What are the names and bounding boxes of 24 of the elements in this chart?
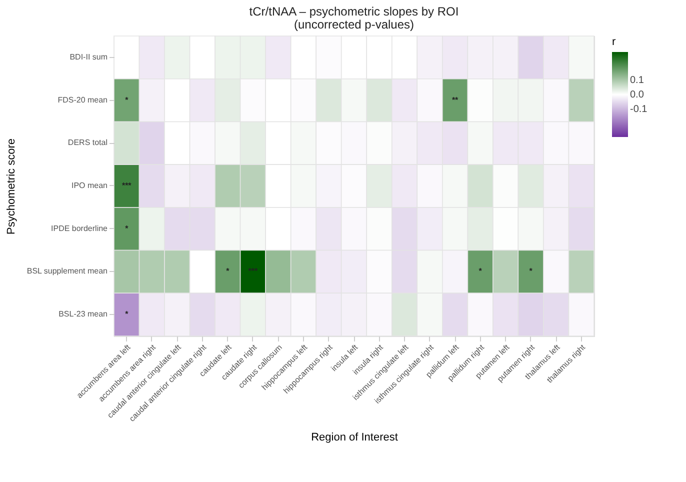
chart-title: tCr/tNAA – psychometric slopes by ROI [249,4,459,19]
y-tick-label: BDI-II sum [70,52,108,62]
data-label: * [125,310,130,319]
chart-subtitle: (uncorrected p-values) [294,18,414,32]
color-bar-label: 0.1 [630,74,644,86]
y-tick-label: DERS total [68,138,108,148]
data-label: * [529,266,534,276]
y-tick-label: BSL supplement mean [26,266,108,276]
y-tick-label: IPDE borderline [51,224,108,233]
x-axis-title: Region of Interest [311,431,398,444]
color-bar-label: 0.0 [630,90,644,100]
data-label: * [478,266,483,276]
data-label: * [226,266,230,276]
legend-title: r [612,36,616,48]
data-label: * [125,224,130,233]
y-tick-label: FDS-20 mean [58,95,108,104]
data-label: * [125,95,130,104]
color-bar-label: -0.1 [630,104,648,116]
data-label: *** [248,266,258,276]
data-label: *** [122,181,132,190]
data-label: ** [452,95,460,104]
y-tick-label: BSL-23 mean [58,310,108,319]
y-axis-title: Psychometric score [6,138,18,234]
y-tick-label: IPO mean [71,181,108,190]
